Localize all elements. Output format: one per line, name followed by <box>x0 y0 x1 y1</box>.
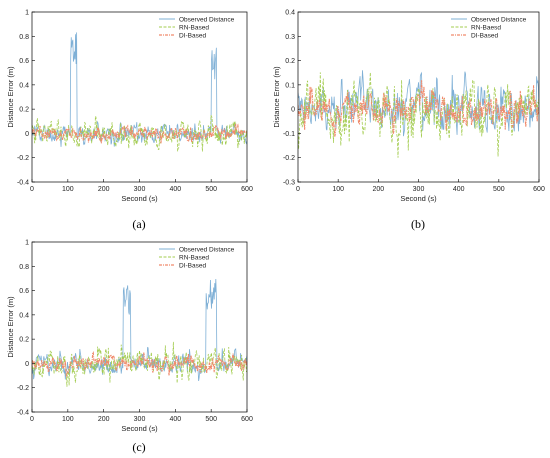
series-line-di <box>32 123 247 145</box>
x-tick-label: 300 <box>134 416 146 423</box>
x-tick-label: 100 <box>62 186 74 193</box>
legend-entry-rn: RN-Based <box>179 24 209 31</box>
y-tick-label: 0.4 <box>19 82 29 89</box>
plot-area <box>32 279 247 387</box>
y-tick-label: -0.4 <box>17 180 29 187</box>
y-tick-label: -0.4 <box>17 410 29 417</box>
x-tick-label: 100 <box>62 416 74 423</box>
y-tick-label: -0.2 <box>283 155 295 162</box>
series-line-di <box>32 351 247 377</box>
x-axis-label: Second (s) <box>121 194 158 203</box>
legend-entry-observed: Observed Distance <box>471 16 527 23</box>
series-line-rn <box>32 341 247 387</box>
plot-area <box>298 70 539 158</box>
x-tick-label: 400 <box>169 186 181 193</box>
y-tick-label: 0 <box>25 131 29 138</box>
y-tick-label: 0.4 <box>19 312 29 319</box>
x-tick-label: 400 <box>169 416 181 423</box>
y-tick-label: -0.1 <box>283 131 295 138</box>
x-axis-label: Second (s) <box>400 194 437 203</box>
plot-area <box>32 32 247 152</box>
x-tick-label: 500 <box>205 186 217 193</box>
x-tick-label: 500 <box>493 186 505 193</box>
x-tick-label: 200 <box>98 416 110 423</box>
series-line-di <box>298 80 539 137</box>
panel-label: (c) <box>132 440 145 454</box>
chart-panel-3: 0 100 200 300 400 500 600 -0.4 -0.2 0 0.2 0.4 0.6 0.8… <box>6 240 253 455</box>
y-tick-label: 0.8 <box>19 34 29 41</box>
legend-entry-rn: RN-Baesd <box>471 24 501 31</box>
x-tick-label: 600 <box>241 416 253 423</box>
y-tick-label: 0.6 <box>19 58 29 65</box>
y-tick-label: 0.6 <box>19 288 29 295</box>
y-tick-label: 1 <box>25 10 29 17</box>
legend-entry-rn: RN-Based <box>179 254 209 261</box>
y-axis-label: Distance Error (m) <box>6 296 15 358</box>
chart-panel-1: 0 100 200 300 400 500 600 -0.4 -0.2 0 0.2 0.4 0.6 0.8… <box>6 10 253 232</box>
legend-entry-di: DI-Based <box>471 32 498 39</box>
legend-entry-di: DI-Based <box>179 32 206 39</box>
series-line-rn <box>32 114 247 152</box>
y-axis-label: Distance Error (m) <box>6 66 15 128</box>
legend-entry-observed: Observed Distance <box>179 246 235 253</box>
x-tick-label: 200 <box>372 186 384 193</box>
x-tick-label: 0 <box>296 186 300 193</box>
y-tick-label: -0.3 <box>283 180 295 187</box>
panel-label: (b) <box>411 217 425 231</box>
x-tick-label: 600 <box>241 186 253 193</box>
x-tick-label: 300 <box>413 186 425 193</box>
legend-entry-di: DI-Based <box>179 262 206 269</box>
series-line-observed <box>32 279 247 382</box>
y-tick-label: 0 <box>25 361 29 368</box>
x-tick-label: 500 <box>205 416 217 423</box>
x-tick-label: 600 <box>533 186 545 193</box>
x-tick-label: 0 <box>30 416 34 423</box>
x-tick-label: 100 <box>332 186 344 193</box>
x-tick-label: 300 <box>134 186 146 193</box>
x-tick-label: 0 <box>30 186 34 193</box>
y-tick-label: 0.4 <box>285 10 295 17</box>
y-tick-label: 1 <box>25 240 29 247</box>
panel-label: (a) <box>132 217 145 231</box>
chart-panel-2: 0 100 200 300 400 500 600 -0.3 -0.2 -0.1 0 0.1 0.2 0.… <box>272 10 545 232</box>
y-tick-label: 0.3 <box>285 34 295 41</box>
x-tick-label: 400 <box>453 186 465 193</box>
y-tick-label: 0 <box>291 107 295 114</box>
y-axis-label: Distance Error (m) <box>272 66 281 128</box>
y-tick-label: 0.2 <box>285 58 295 65</box>
y-tick-label: -0.2 <box>17 385 29 392</box>
y-tick-label: 0.2 <box>19 107 29 114</box>
y-tick-label: 0.2 <box>19 337 29 344</box>
x-axis-label: Second (s) <box>121 424 158 433</box>
x-tick-label: 200 <box>98 186 110 193</box>
y-tick-label: 0.8 <box>19 264 29 271</box>
y-tick-label: 0.1 <box>285 82 295 89</box>
y-tick-label: -0.2 <box>17 155 29 162</box>
legend-entry-observed: Observed Distance <box>179 16 235 23</box>
